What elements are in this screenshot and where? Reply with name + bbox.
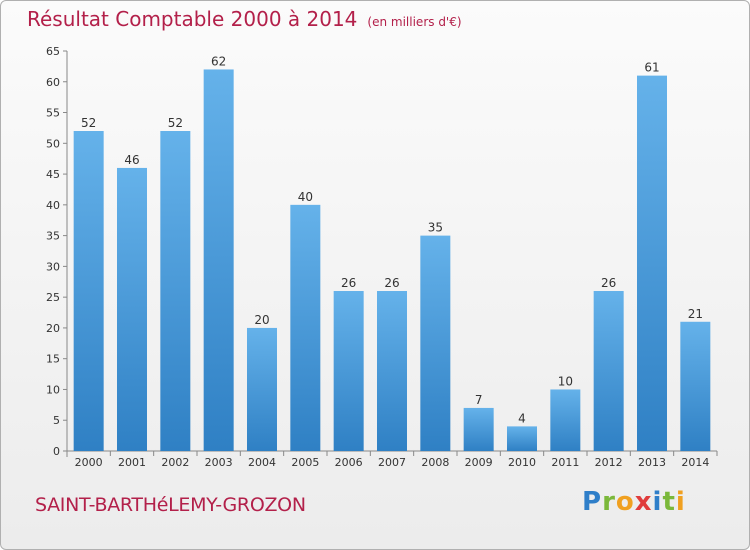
x-tick-label: 2014 [681,456,709,469]
bar [117,167,147,451]
x-tick-label: 2008 [421,456,449,469]
bar-value-label: 20 [254,313,269,327]
y-tick-label: 60 [46,76,60,89]
bar-value-label: 10 [558,374,573,388]
x-tick-label: 2011 [551,456,579,469]
bar-value-label: 4 [518,411,526,425]
bar-value-label: 52 [81,116,96,130]
bar [463,407,494,451]
chart-title-text: Résultat Comptable 2000 à 2014 [27,7,358,31]
x-tick-label: 2012 [595,456,623,469]
x-tick-label: 2004 [248,456,276,469]
y-tick-label: 25 [46,291,60,304]
bar [420,235,451,451]
bar [247,327,277,451]
logo-letter: i [675,487,686,517]
bar [333,291,364,451]
bar-value-label: 40 [298,190,313,204]
x-tick-label: 2005 [291,456,319,469]
x-tick-label: 2009 [465,456,493,469]
logo-letter: r [602,487,616,517]
y-tick-label: 20 [46,322,60,335]
bar [637,75,667,451]
proxiti-logo: Proxiti [582,487,686,517]
x-tick-label: 2006 [335,456,363,469]
bar [73,131,104,451]
chart-bars: 52 46 52 62 20 40 26 26 35 7 4 10 26 61 21 [73,54,711,451]
bar-value-label: 26 [601,276,616,290]
bar [507,426,537,451]
x-tick-label: 2003 [205,456,233,469]
y-tick-label: 5 [53,414,60,427]
commune-name: SAINT-BARTHéLEMY-GROZON [35,494,306,516]
bar-value-label: 35 [428,221,443,235]
bar [377,291,407,451]
y-tick-label: 10 [46,383,60,396]
x-tick-label: 2000 [75,456,103,469]
bar-value-label: 21 [688,307,703,321]
y-tick-label: 15 [46,353,60,366]
bar-value-label: 62 [211,54,226,68]
y-tick-label: 40 [46,199,60,212]
y-tick-label: 0 [53,445,60,458]
logo-letter: t [662,487,676,517]
logo-letter: P [582,487,603,517]
y-tick-label: 30 [46,260,60,273]
y-tick-label: 55 [46,107,60,120]
logo-letter: x [634,487,653,517]
bar-value-label: 46 [124,153,139,167]
bar [290,204,321,451]
y-tick-label: 35 [46,230,60,243]
x-tick-label: 2002 [161,456,189,469]
x-tick-label: 2001 [118,456,146,469]
bar-value-label: 26 [341,276,356,290]
bar [680,321,711,451]
chart-axes: 0 5 10 15 20 25 30 35 40 45 50 55 60 65 2000 2001 2002 20… [46,45,718,469]
bar [593,291,624,451]
chart-title: Résultat Comptable 2000 à 2014 (en millie… [27,7,462,31]
x-tick-label: 2007 [378,456,406,469]
logo-letter: o [615,487,635,517]
bar [160,131,191,451]
bar [550,389,581,451]
bar-value-label: 52 [168,116,183,130]
bar-value-label: 26 [384,276,399,290]
logo-letter: i [652,487,663,517]
bar-value-label: 61 [644,61,659,75]
y-tick-label: 50 [46,137,60,150]
y-tick-label: 45 [46,168,60,181]
chart-unit: (en milliers d'€) [367,15,462,29]
x-tick-label: 2013 [638,456,666,469]
bar [203,69,234,451]
x-tick-label: 2010 [508,456,536,469]
y-tick-label: 65 [46,45,60,58]
bar-value-label: 7 [475,393,483,407]
